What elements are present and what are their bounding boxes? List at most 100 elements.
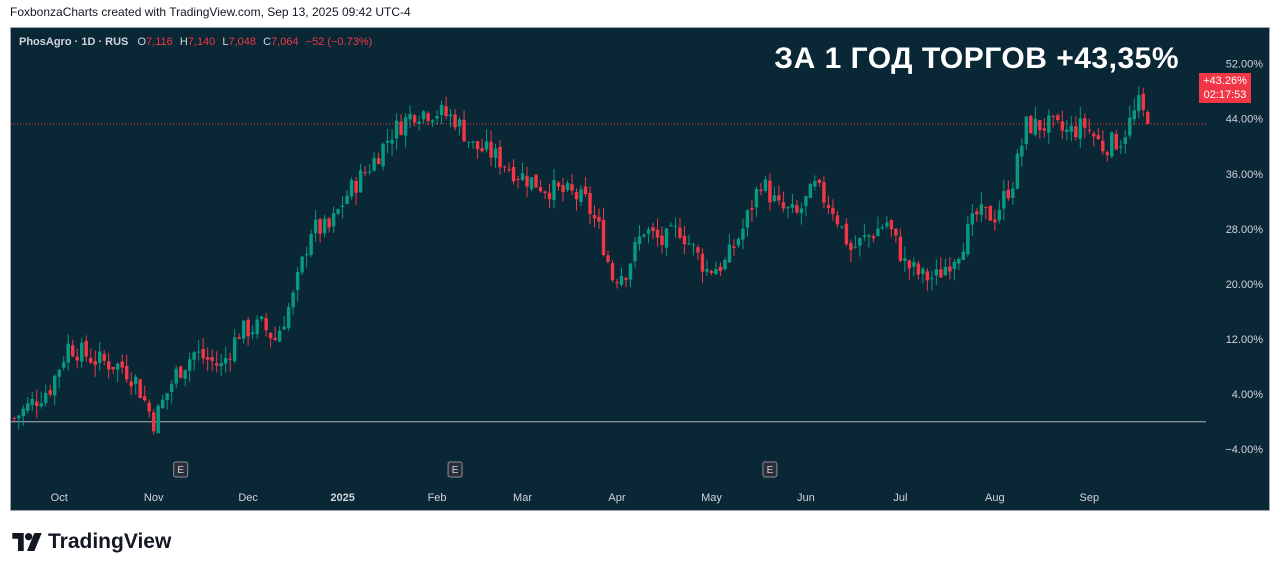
candle-body (250, 332, 255, 335)
candle-body (385, 140, 390, 143)
y-tick-label: 36.00% (1226, 169, 1264, 181)
candle-body (367, 171, 372, 173)
candle-body (318, 219, 322, 234)
chart-title-overlay: ЗА 1 ГОД ТОРГОВ +43,35% (774, 42, 1179, 75)
candle-body (214, 363, 219, 366)
candle-body (651, 227, 655, 232)
candle-body (327, 218, 331, 228)
candle-body (340, 205, 345, 207)
candle-body (745, 210, 750, 228)
candle-body (709, 271, 714, 274)
candle-body (165, 393, 169, 401)
candle-body (358, 170, 363, 193)
candle-body (637, 236, 642, 245)
close-value: 7,064 (271, 36, 299, 48)
candle-body (219, 363, 223, 367)
candle-body (304, 254, 309, 256)
candle-body (655, 229, 660, 238)
candle-body (628, 263, 633, 280)
candle-body (291, 292, 295, 308)
candle-body (336, 209, 340, 214)
candle-body (484, 141, 489, 150)
candle-body (35, 401, 39, 407)
candle-body (62, 362, 66, 368)
brand-footer[interactable]: TradingView (12, 530, 171, 554)
candle-body (1069, 125, 1074, 132)
candle-body (241, 320, 246, 339)
candle-body (192, 352, 196, 360)
candle-body (601, 219, 606, 256)
candle-body (547, 192, 552, 200)
brand-name: TradingView (48, 530, 172, 553)
candle-body (183, 370, 187, 379)
candle-body (1110, 132, 1114, 157)
candle-body (813, 181, 817, 187)
candle-body (21, 408, 25, 417)
candle-body (349, 180, 354, 197)
candle-body (381, 143, 385, 167)
candle-body (430, 120, 435, 123)
candle-body (516, 178, 520, 180)
candle-body (570, 184, 574, 191)
candle-body (660, 235, 664, 245)
candle-body (17, 415, 21, 419)
candle-body (1042, 128, 1047, 131)
candle-body (169, 384, 174, 392)
candle-body (426, 113, 430, 122)
candle-body (178, 366, 183, 378)
candle-body (583, 186, 588, 195)
candle-body (1087, 129, 1092, 131)
candle-body (1011, 188, 1015, 198)
candle-body (133, 376, 138, 385)
candle-body (862, 235, 867, 237)
candle-body (867, 235, 871, 237)
candle-body (642, 234, 646, 237)
candle-body (57, 369, 61, 377)
candle-body (840, 226, 844, 228)
candle-body (552, 179, 556, 201)
candle-body (678, 227, 682, 238)
candle-body (1051, 115, 1056, 117)
candle-body (475, 141, 480, 150)
open-label: O (137, 36, 147, 48)
candle-body (1114, 134, 1118, 150)
symbol-name[interactable]: PhosAgro · 1D · RUS (19, 36, 129, 48)
candle-body (903, 258, 907, 262)
candle-body (705, 269, 709, 272)
candle-body (282, 326, 286, 330)
candlestick-chart[interactable]: 52.00% 44.00% 36.00% 28.00% 20.00% 12.00% 4.00… (11, 28, 1269, 510)
candle-body (111, 366, 115, 370)
y-tick-label: 20.00% (1226, 279, 1264, 291)
x-tick-label: Aug (985, 492, 1005, 504)
candle-body (147, 402, 151, 412)
candle-body (93, 361, 97, 365)
candle-body (579, 189, 583, 202)
candle-body (448, 114, 453, 117)
candle-body (1029, 116, 1033, 134)
candle-body (1101, 140, 1105, 152)
candle-body (1092, 133, 1096, 137)
candle-body (786, 207, 790, 209)
candle-body (259, 316, 264, 320)
open-value: 7,116 (146, 36, 173, 48)
candle-body (880, 227, 885, 229)
candle-body (331, 213, 336, 227)
candle-body (1024, 116, 1029, 145)
earnings-marker (447, 461, 463, 478)
candle-body (107, 361, 111, 370)
y-tick-label: 12.00% (1226, 334, 1264, 346)
candle-body (1105, 152, 1109, 156)
candle-body (664, 228, 669, 248)
candle-body (894, 228, 898, 236)
x-tick-label: Sep (1080, 492, 1100, 504)
candle-body (592, 215, 597, 219)
x-tick-label: 2025 (330, 492, 354, 504)
candle-body (988, 206, 993, 221)
candle-body (1002, 191, 1006, 209)
candle-body (898, 236, 903, 261)
chart-panel[interactable]: 52.00% 44.00% 36.00% 28.00% 20.00% 12.00% 4.00… (10, 27, 1270, 511)
candle-body (89, 357, 93, 363)
candle-body (804, 196, 808, 207)
candle-body (102, 354, 106, 361)
candle-body (187, 359, 192, 371)
